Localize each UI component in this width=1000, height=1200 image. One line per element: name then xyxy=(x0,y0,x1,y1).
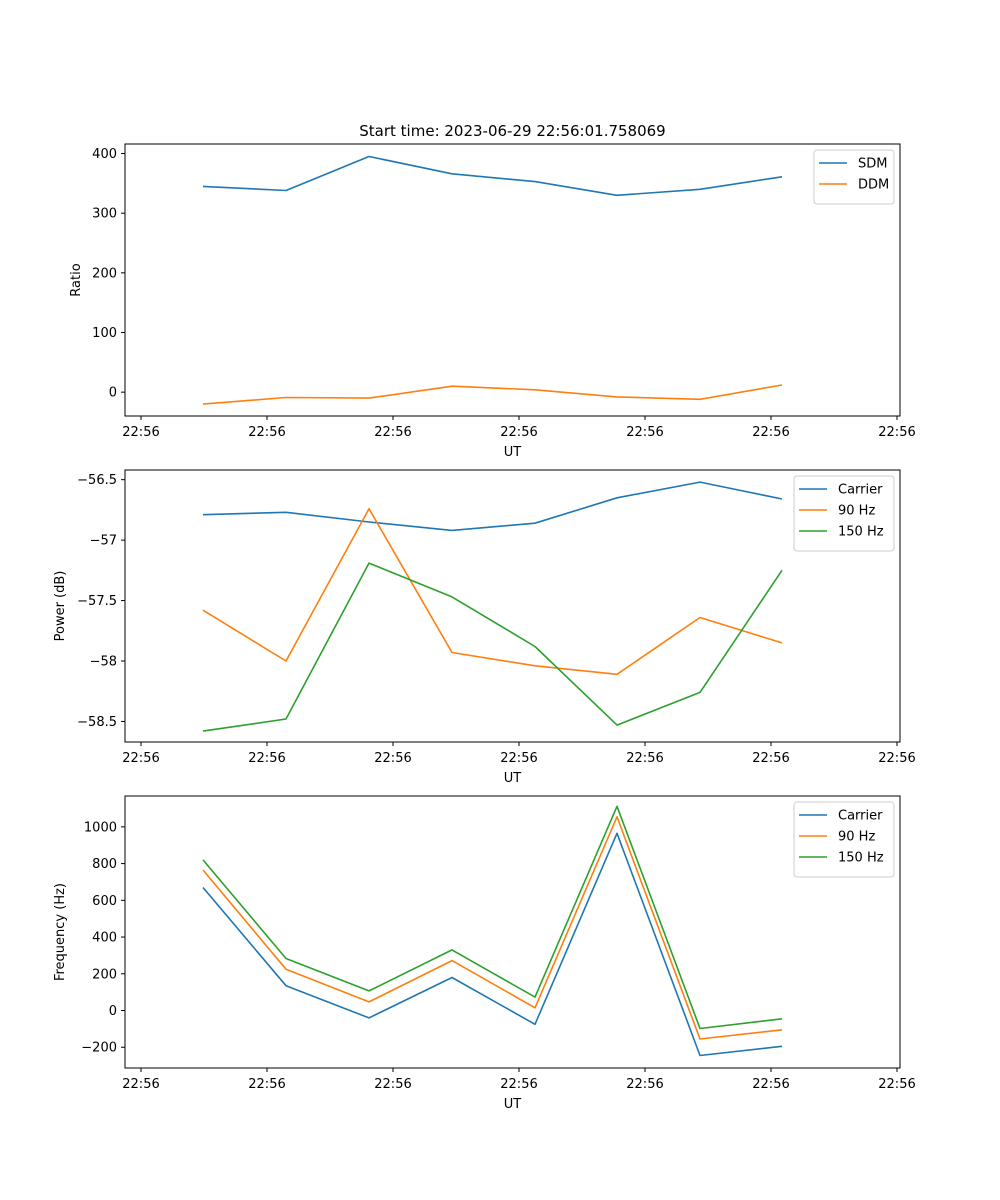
x-tick-label: 22:56 xyxy=(374,751,411,766)
x-tick-label: 22:56 xyxy=(626,425,663,440)
x-tick-label: 22:56 xyxy=(878,425,915,440)
legend: Carrier 90 Hz 150 Hz xyxy=(793,801,895,878)
legend-label: 90 Hz xyxy=(838,830,875,845)
legend-label: Carrier xyxy=(838,483,883,498)
x-axis-label: UT xyxy=(504,771,522,786)
legend-label: DDM xyxy=(858,178,889,193)
y-tick-label: −56.5 xyxy=(77,473,117,488)
y-tick-label: 0 xyxy=(109,386,117,401)
series-line-90-hz xyxy=(202,507,783,676)
x-tick-label: 22:56 xyxy=(626,1077,663,1092)
x-tick-label: 22:56 xyxy=(122,751,159,766)
legend-label: Carrier xyxy=(838,809,883,824)
x-tick-label: 22:56 xyxy=(122,1077,159,1092)
legend: Carrier 90 Hz 150 Hz xyxy=(793,475,895,552)
legend-box xyxy=(793,475,895,552)
y-tick-label: 400 xyxy=(92,147,117,162)
x-tick-label: 22:56 xyxy=(626,751,663,766)
x-tick-label: 22:56 xyxy=(752,1077,789,1092)
legend-label: 150 Hz xyxy=(838,851,884,866)
y-tick-label: 300 xyxy=(92,207,117,222)
series-line-ddm xyxy=(202,384,783,405)
y-axis-label: Ratio xyxy=(69,263,84,296)
y-tick-label: 600 xyxy=(92,894,117,909)
x-tick-label: 22:56 xyxy=(500,1077,537,1092)
y-tick-label: 100 xyxy=(92,326,117,341)
x-tick-label: 22:56 xyxy=(878,751,915,766)
chart-panel-3: 22:56 22:56 22:56 22:56 22:56 22:56 22:56 UT −20… xyxy=(53,795,916,1112)
figure-title: Start time: 2023-06-29 22:56:01.758069 xyxy=(359,122,665,140)
legend: SDM DDM xyxy=(813,149,895,205)
legend-label: 90 Hz xyxy=(838,504,875,519)
y-tick-label: −200 xyxy=(81,1041,117,1056)
x-tick-label: 22:56 xyxy=(752,425,789,440)
y-tick-label: 200 xyxy=(92,967,117,982)
y-tick-label: 800 xyxy=(92,857,117,872)
y-tick-label: 1000 xyxy=(84,820,117,835)
series-line-150-hz xyxy=(202,805,783,1030)
y-tick-label: −57 xyxy=(90,534,117,549)
series-line-150-hz xyxy=(202,562,783,732)
x-tick-label: 22:56 xyxy=(500,751,537,766)
series-line-carrier xyxy=(202,832,783,1057)
y-tick-label: 400 xyxy=(92,931,117,946)
legend-label: SDM xyxy=(858,157,887,172)
plot-area xyxy=(124,469,901,743)
x-tick-label: 22:56 xyxy=(248,425,285,440)
chart-panel-1: 22:56 22:56 22:56 22:56 22:56 22:56 22:56 UT 0 10… xyxy=(69,143,916,460)
x-tick-label: 22:56 xyxy=(374,1077,411,1092)
y-axis-label: Power (dB) xyxy=(53,571,68,642)
plot-area xyxy=(124,795,901,1069)
x-tick-label: 22:56 xyxy=(122,425,159,440)
x-tick-label: 22:56 xyxy=(752,751,789,766)
x-tick-label: 22:56 xyxy=(878,1077,915,1092)
series-line-sdm xyxy=(202,155,783,197)
y-tick-label: 200 xyxy=(92,266,117,281)
y-tick-label: 0 xyxy=(109,1004,117,1019)
series-line-carrier xyxy=(202,481,783,532)
legend-label: 150 Hz xyxy=(838,525,884,540)
x-tick-label: 22:56 xyxy=(248,1077,285,1092)
x-axis-label: UT xyxy=(504,445,522,460)
series-line-90-hz xyxy=(202,815,783,1040)
y-tick-label: −58 xyxy=(90,655,117,670)
x-tick-label: 22:56 xyxy=(374,425,411,440)
y-tick-label: −57.5 xyxy=(77,594,117,609)
y-axis-label: Frequency (Hz) xyxy=(53,883,68,981)
chart-panel-2: 22:56 22:56 22:56 22:56 22:56 22:56 22:56 UT −56… xyxy=(53,469,916,786)
x-tick-label: 22:56 xyxy=(248,751,285,766)
x-tick-label: 22:56 xyxy=(500,425,537,440)
y-tick-label: −58.5 xyxy=(77,715,117,730)
plot-area xyxy=(124,143,901,417)
legend-box xyxy=(793,801,895,878)
x-axis-label: UT xyxy=(504,1097,522,1112)
